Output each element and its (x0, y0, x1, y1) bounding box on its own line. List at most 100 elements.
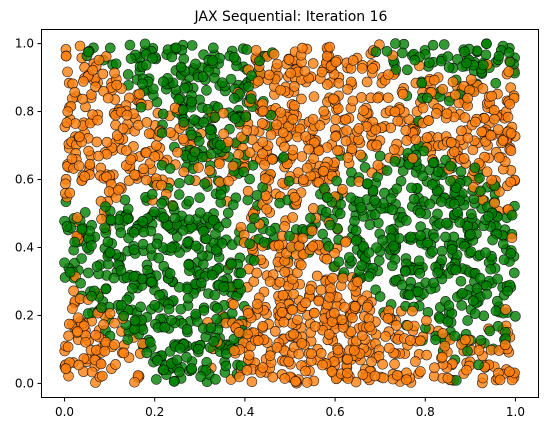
scatter-point (327, 272, 338, 284)
scatter-point (290, 376, 301, 387)
scatter-point (421, 349, 432, 361)
scatter-point (95, 358, 107, 370)
scatter-point (492, 273, 503, 285)
scatter-point (347, 55, 359, 66)
scatter-point (215, 189, 227, 201)
scatter-point (279, 266, 291, 278)
scatter-point (462, 132, 474, 144)
scatter-point (190, 308, 202, 320)
scatter-point (145, 336, 156, 348)
scatter-point (369, 370, 381, 382)
scatter-point (147, 53, 158, 64)
scatter-point (347, 95, 359, 107)
scatter-point (363, 271, 375, 282)
scatter-point (432, 166, 444, 177)
scatter-point (460, 334, 471, 346)
scatter-point (311, 270, 323, 282)
scatter-point (329, 247, 340, 259)
scatter-point (289, 81, 300, 92)
scatter-point (122, 213, 134, 225)
scatter-point (87, 64, 98, 76)
scatter-point (504, 56, 516, 68)
scatter-point (108, 272, 120, 284)
scatter-point (73, 160, 85, 172)
scatter-point (174, 177, 185, 189)
scatter-point (490, 305, 502, 317)
scatter-point (409, 54, 421, 66)
scatter-point (257, 148, 268, 159)
scatter-point (421, 315, 432, 326)
scatter-point (469, 308, 481, 320)
scatter-point (242, 194, 254, 206)
y-axis: 0.0 0.2 0.4 0.6 0.8 1.0 (15, 37, 42, 390)
scatter-point (140, 59, 152, 71)
scatter-point (343, 252, 355, 263)
scatter-point (455, 166, 467, 177)
scatter-point (505, 176, 517, 188)
scatter-point (279, 373, 291, 384)
scatter-point (240, 111, 252, 122)
scatter-point (100, 283, 112, 295)
scatter-point (90, 81, 101, 93)
scatter-point (90, 329, 101, 341)
scatter-point (104, 308, 116, 319)
scatter-point (415, 335, 426, 347)
scatter-point (124, 39, 136, 51)
scatter-point (467, 144, 479, 156)
scatter-point (422, 237, 433, 249)
scatter-point (380, 331, 391, 342)
scatter-point (306, 225, 318, 237)
scatter-point (109, 67, 120, 79)
scatter-point (83, 267, 94, 279)
scatter-point (238, 166, 250, 178)
x-tick-label: 0.8 (416, 405, 435, 419)
scatter-point (251, 298, 263, 310)
scatter-point (292, 314, 303, 326)
scatter-point (228, 299, 239, 310)
scatter-point (307, 241, 318, 252)
scatter-point (168, 376, 180, 387)
scatter-point (369, 209, 381, 220)
scatter-point (129, 376, 140, 388)
scatter-point (437, 84, 449, 95)
scatter-point (348, 345, 360, 356)
scatter-point (506, 232, 518, 244)
scatter-point (116, 299, 127, 311)
scatter-point (307, 203, 319, 214)
scatter-point (149, 299, 161, 311)
scatter-point (421, 132, 433, 143)
scatter-point (188, 114, 200, 125)
scatter-point (377, 235, 388, 246)
scatter-point (233, 327, 245, 338)
scatter-point (172, 147, 183, 158)
scatter-point (102, 236, 114, 248)
scatter-point (361, 76, 373, 88)
scatter-point (421, 92, 433, 104)
scatter-point (118, 347, 130, 359)
scatter-point (60, 363, 72, 375)
scatter-point (103, 186, 115, 197)
scatter-point (442, 51, 454, 62)
scatter-point (68, 285, 79, 297)
scatter-point (474, 172, 485, 184)
scatter-point (139, 38, 151, 50)
scatter-point (210, 228, 221, 240)
scatter-point (505, 248, 517, 259)
scatter-point (300, 365, 311, 377)
scatter-point (61, 117, 73, 128)
scatter-point (250, 44, 262, 56)
scatter-point (78, 76, 89, 87)
scatter-point (414, 268, 426, 279)
scatter-point (59, 257, 70, 269)
scatter-point (260, 173, 271, 184)
scatter-point (303, 143, 315, 155)
scatter-point (489, 113, 500, 125)
scatter-point (154, 289, 165, 301)
scatter-point (264, 276, 276, 287)
scatter-point (226, 308, 238, 319)
scatter-point (405, 335, 416, 346)
scatter-point (382, 92, 394, 104)
scatter-point (510, 311, 521, 322)
scatter-point (74, 40, 86, 52)
